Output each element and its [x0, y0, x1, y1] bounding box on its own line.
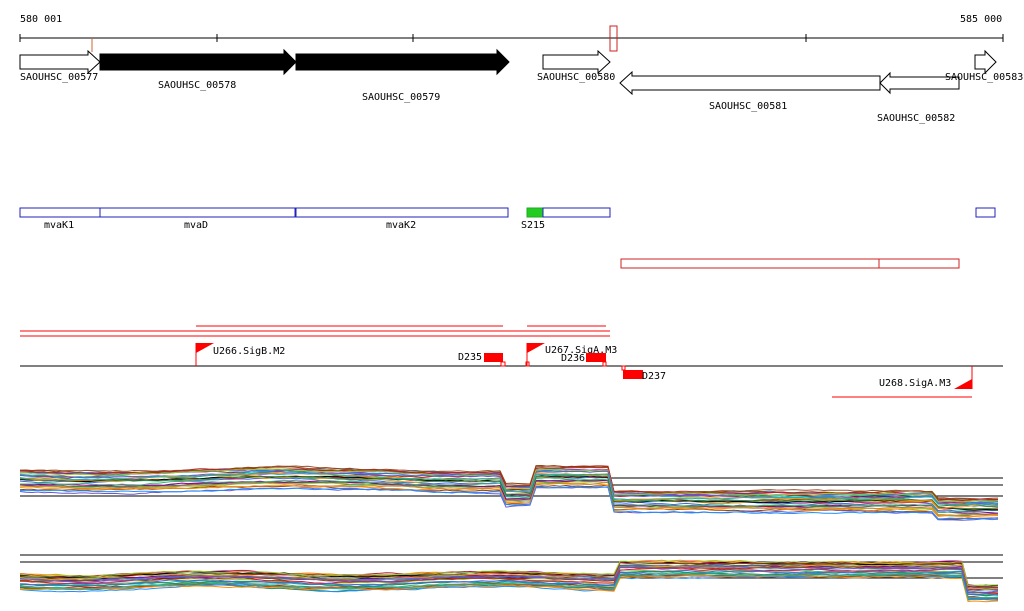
- feature-label: D237: [642, 371, 666, 382]
- annotation-box-mvaK1[interactable]: [19, 207, 101, 218]
- genes-track: SAOUHSC_00577 SAOUHSC_00578 SAOUHSC_0057…: [19, 38, 1023, 124]
- annotation-label: mvaD: [184, 220, 208, 231]
- annotation-label: S215: [521, 220, 545, 231]
- expression-track-2: [19, 554, 1003, 603]
- expression-profile-line: [20, 477, 999, 514]
- gene-arrow-SAOUHSC_00579[interactable]: [295, 48, 510, 76]
- gene-label: SAOUHSC_00582: [877, 113, 955, 124]
- promoter-flag-U267[interactable]: [527, 343, 545, 353]
- transcript-box[interactable]: [878, 258, 960, 269]
- peak-tick: [621, 365, 626, 371]
- transcript-track: [620, 258, 960, 269]
- expression-track-1: [19, 464, 1003, 521]
- expression-profile-line: [19, 486, 999, 521]
- gene-arrow-SAOUHSC_00581[interactable]: [619, 70, 881, 96]
- transcript-box[interactable]: [620, 258, 880, 269]
- feature-label: D236: [561, 353, 585, 364]
- peak-tick: [525, 361, 530, 367]
- position-cursor[interactable]: [609, 25, 618, 52]
- expression-profile-line: [19, 566, 999, 594]
- expression-profile-line: [19, 472, 999, 507]
- gene-label: SAOUHSC_00577: [20, 72, 98, 83]
- gene-label: SAOUHSC_00581: [709, 101, 787, 112]
- coordinate-ruler: 580 001 585 000: [19, 14, 1004, 52]
- gene-arrow-SAOUHSC_00577[interactable]: [19, 49, 101, 75]
- promoter-flag-U268[interactable]: [954, 379, 972, 389]
- annotation-track: mvaK1 mvaD mvaK2 S215: [19, 207, 996, 231]
- gene-label: SAOUHSC_00578: [158, 80, 236, 91]
- annotation-box-S215-highlight[interactable]: [526, 207, 544, 218]
- expression-profile-line: [19, 470, 999, 506]
- profile-lines: [19, 559, 999, 603]
- annotation-box-mvaK2[interactable]: [295, 207, 509, 218]
- feature-label: U267.SigA.M3: [545, 345, 617, 356]
- gene-arrow-SAOUHSC_00583[interactable]: [974, 49, 997, 75]
- feature-track: U266.SigB.M2 D235 U267.SigA.M3 D236 D237…: [20, 325, 1003, 398]
- peak-tick: [500, 361, 506, 367]
- ruler-start-label: 580 001: [20, 14, 62, 25]
- annotation-box-right[interactable]: [975, 207, 996, 218]
- promoter-flag-U266[interactable]: [196, 343, 214, 353]
- feature-label: U268.SigA.M3: [879, 378, 951, 389]
- expression-profile-line: [19, 564, 999, 590]
- ruler-end-label: 585 000: [960, 14, 1002, 25]
- expression-profile-line: [19, 560, 998, 587]
- gene-label: SAOUHSC_00583: [945, 72, 1023, 83]
- profile-lines: [19, 464, 999, 521]
- feature-label: D235: [458, 352, 482, 363]
- gene-arrow-SAOUHSC_00582[interactable]: [879, 71, 960, 95]
- peak-block-D237[interactable]: [623, 370, 643, 379]
- annotation-box-mvaD[interactable]: [99, 207, 296, 218]
- peak-block-D235[interactable]: [484, 353, 503, 362]
- expression-profile-line: [19, 574, 999, 603]
- expression-profile-line: [19, 570, 999, 597]
- gene-arrow-SAOUHSC_00580[interactable]: [542, 49, 611, 75]
- expression-profile-line: [19, 561, 999, 588]
- peak-tick: [602, 361, 607, 367]
- gene-arrow-SAOUHSC_00578[interactable]: [99, 48, 297, 76]
- expression-profile-line: [19, 481, 999, 517]
- expression-profile-line: [19, 482, 998, 518]
- expression-profile-line: [19, 565, 999, 594]
- expression-profile-line: [19, 474, 999, 510]
- expression-profile-line: [19, 468, 999, 503]
- expression-profile-line: [19, 479, 999, 514]
- annotation-box-S215[interactable]: [542, 207, 611, 218]
- annotation-label: mvaK2: [386, 220, 416, 231]
- peak-block-D236[interactable]: [586, 353, 606, 362]
- expression-profile-line: [19, 569, 999, 596]
- feature-label: U266.SigB.M2: [213, 346, 285, 357]
- gene-label: SAOUHSC_00579: [362, 92, 440, 103]
- annotation-label: mvaK1: [44, 220, 74, 231]
- gene-label: SAOUHSC_00580: [537, 72, 615, 83]
- expression-profile-line: [19, 573, 999, 599]
